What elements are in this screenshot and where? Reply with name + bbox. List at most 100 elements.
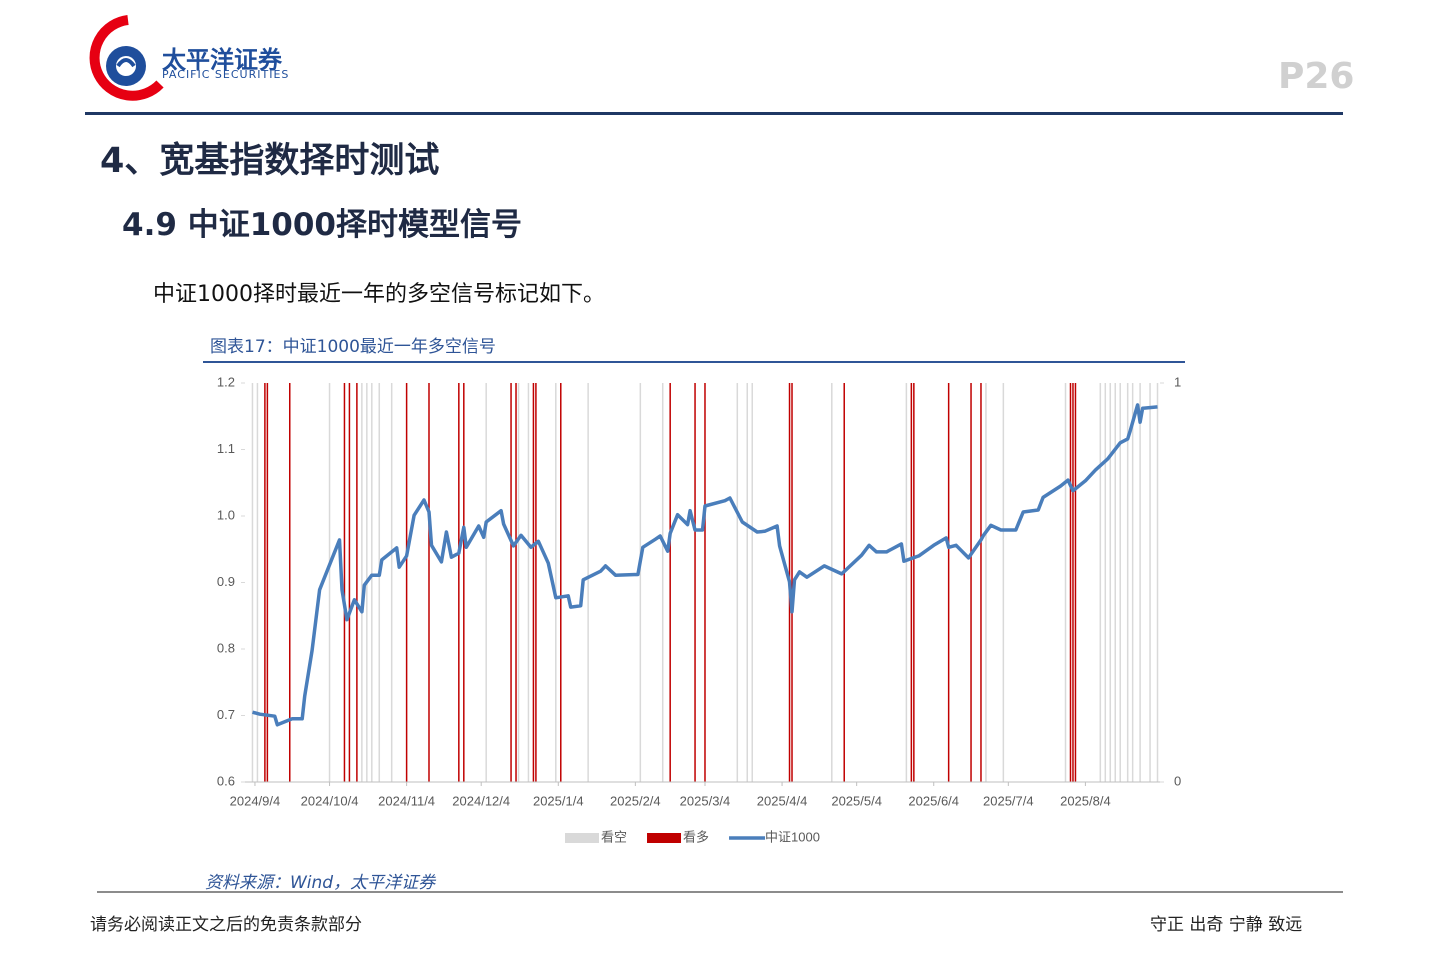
- signal-bar: [485, 383, 487, 782]
- signal-bar: [1064, 383, 1067, 782]
- signal-bar: [905, 383, 908, 782]
- signal-bar: [356, 383, 358, 782]
- signal-bar: [843, 383, 845, 782]
- signal-bar: [328, 383, 331, 782]
- signal-bar: [1131, 383, 1134, 782]
- signal-bar: [791, 383, 793, 782]
- signal-bar: [510, 383, 512, 782]
- legend-label: 看多: [683, 829, 709, 844]
- footer-right: 守正 出奇 宁静 致远: [1150, 915, 1303, 935]
- page-number: P26: [1278, 56, 1355, 97]
- signal-bar: [694, 383, 696, 782]
- signal-bar: [913, 383, 915, 782]
- x-tick-label: 2025/4/4: [757, 793, 808, 808]
- x-tick-label: 2025/3/4: [680, 793, 731, 808]
- legend-swatch: [565, 833, 599, 843]
- signal-bar: [1069, 383, 1072, 782]
- signal-bar: [910, 383, 913, 782]
- signal-bar: [746, 383, 749, 782]
- signal-bar: [1156, 383, 1159, 782]
- legend-label: 中证1000: [765, 829, 820, 844]
- x-tick-label: 2025/6/4: [908, 793, 959, 808]
- signal-bar: [947, 383, 950, 782]
- x-tick-label: 2025/1/4: [533, 793, 584, 808]
- y-tick-label: 0.9: [217, 574, 235, 589]
- signal-bar: [458, 383, 460, 782]
- chart: 0.6 0.7 0.8 0.9 1.0 1.1 1.2 0 1 2024/9/4 2024/10/4…: [217, 374, 1181, 844]
- signal-bar: [1002, 383, 1005, 782]
- signal-bar: [1139, 383, 1141, 782]
- signal-bar: [251, 383, 254, 782]
- x-tick-label: 2025/5/4: [831, 793, 882, 808]
- signal-bar: [831, 383, 833, 782]
- signal-bar: [1126, 383, 1129, 782]
- section-title: 4、宽基指数择时测试: [100, 141, 440, 181]
- header-rule: [85, 112, 1343, 115]
- signal-bar: [361, 383, 363, 782]
- signal-bar: [1149, 383, 1151, 782]
- signal-bar: [587, 383, 589, 782]
- signal-bar: [289, 383, 291, 782]
- figure-caption: 图表17：中证1000最近一年多空信号: [210, 337, 496, 357]
- signal-bar: [378, 383, 381, 782]
- signal-bar: [343, 383, 346, 782]
- signal-bar: [985, 383, 987, 782]
- logo-cn: 太平洋证券: [162, 46, 282, 74]
- signal-bar: [669, 383, 671, 782]
- signal-bar: [704, 383, 706, 782]
- x-tick-label: 2024/12/4: [452, 793, 510, 808]
- logo-mark: [89, 15, 164, 101]
- x-tick-label: 2025/2/4: [610, 793, 661, 808]
- x-tick-label: 2024/9/4: [230, 793, 281, 808]
- signal-bar: [560, 383, 562, 782]
- x-tick-label: 2024/10/4: [301, 793, 359, 808]
- y-tick-label: 0.8: [217, 640, 235, 655]
- signal-bar: [1119, 383, 1121, 782]
- body-text: 中证1000择时最近一年的多空信号标记如下。: [153, 282, 605, 307]
- signal-bar: [532, 383, 535, 782]
- signal-bar: [661, 383, 664, 782]
- signal-bar: [1072, 383, 1074, 782]
- signal-bar: [428, 383, 430, 782]
- signal-bar: [390, 383, 393, 782]
- signal-bar: [555, 383, 557, 782]
- legend-label: 看空: [601, 829, 627, 844]
- signal-bar: [371, 383, 373, 782]
- signal-bar: [463, 383, 465, 782]
- signal-bar: [1104, 383, 1107, 782]
- signal-bar: [639, 383, 642, 782]
- signal-bar: [266, 383, 269, 782]
- legend-swatch: [647, 833, 682, 843]
- y-tick-label: 0.7: [217, 707, 235, 722]
- signal-bar: [535, 383, 537, 782]
- x-tick-label: 2025/8/4: [1060, 793, 1111, 808]
- signal-bar: [264, 383, 266, 782]
- signal-bar: [980, 383, 982, 782]
- y2-tick-label: 0: [1174, 773, 1181, 788]
- logo-en: PACIFIC SECURITIES: [162, 68, 290, 81]
- signal-bar: [405, 383, 408, 782]
- y-tick-label: 1.1: [217, 441, 235, 456]
- signal-bar: [256, 383, 259, 782]
- subsection-title: 4.9 中证1000择时模型信号: [122, 207, 522, 243]
- x-tick-label: 2024/11/4: [378, 793, 435, 808]
- footer-left: 请务必阅读正文之后的免责条款部分: [90, 915, 362, 935]
- signal-bar: [1074, 383, 1077, 782]
- signal-bar: [527, 383, 530, 782]
- signal-bar: [1109, 383, 1112, 782]
- y-tick-label: 1.0: [217, 507, 235, 522]
- signal-bar: [736, 383, 739, 782]
- signal-bar: [515, 383, 517, 782]
- index-line: [252, 403, 1158, 727]
- signal-bar: [1114, 383, 1116, 782]
- caption-rule: [203, 361, 1185, 363]
- signal-bar: [751, 383, 753, 782]
- signal-bar: [348, 383, 351, 782]
- x-tick-label: 2025/7/4: [983, 793, 1034, 808]
- footer-rule: [97, 891, 1343, 893]
- y-tick-label: 0.6: [217, 773, 235, 788]
- signal-bar: [1099, 383, 1102, 782]
- y-tick-label: 1.2: [217, 374, 235, 389]
- figure-source: 资料来源：Wind，太平洋证券: [205, 873, 436, 893]
